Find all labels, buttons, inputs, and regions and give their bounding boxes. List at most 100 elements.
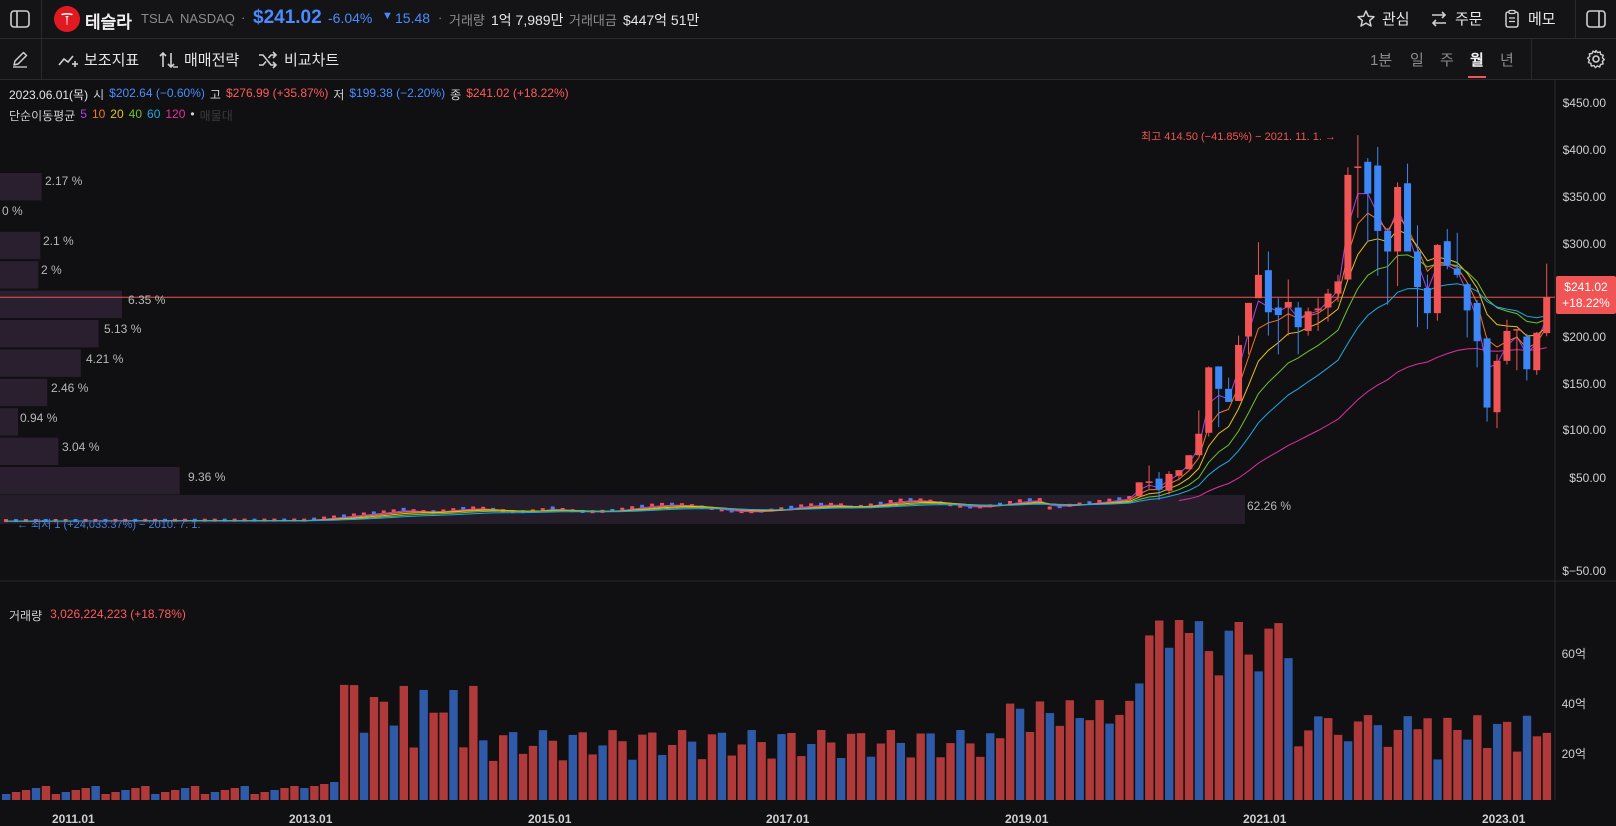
volume-bar (1423, 718, 1432, 800)
volume-bar (1075, 718, 1084, 800)
volume-bar (479, 740, 488, 800)
volume-bar (538, 730, 548, 800)
candle (4, 519, 8, 523)
volume-bar (359, 732, 369, 800)
volume-profile-bar (0, 349, 81, 377)
volume-bar (1343, 741, 1353, 800)
candle (1394, 187, 1402, 252)
candle (829, 502, 834, 506)
candle (481, 506, 486, 510)
volume-bar (1373, 725, 1383, 800)
memo-label: 메모 (1528, 11, 1556, 28)
candle (1264, 270, 1272, 313)
volume-bar (41, 786, 51, 800)
compare-button[interactable]: 비교차트 (258, 49, 339, 70)
change-percent: -6.04% (328, 10, 373, 26)
candle (63, 518, 68, 522)
watchlist-button[interactable]: 관심 (1356, 8, 1410, 29)
time-axis-label: 2021.01 (1243, 812, 1287, 826)
volume-bar (737, 744, 746, 800)
volume-axis-label: 60억 (1561, 647, 1586, 661)
volume-bar (71, 790, 80, 800)
memo-button[interactable]: 메모 (1502, 8, 1556, 29)
volume-profile-label: 2.46 % (51, 381, 89, 395)
candle (322, 516, 327, 520)
candle (650, 503, 655, 507)
period-tab-month[interactable]: 월 (1470, 52, 1484, 69)
time-axis-label: 2013.01 (289, 812, 333, 826)
volume-bar (111, 792, 120, 800)
period-tab-week[interactable]: 주 (1440, 52, 1454, 69)
candle (1235, 344, 1243, 402)
pencil-draw-icon[interactable] (8, 48, 32, 70)
volume-value: 1억 7,989만 (491, 12, 564, 28)
volume-bar (1403, 716, 1412, 800)
volume-bar (648, 732, 657, 800)
candle (1423, 287, 1431, 314)
candle (1007, 500, 1012, 504)
volume-bar (976, 756, 985, 800)
volume-bar (489, 760, 498, 800)
price-axis-label: $450.00 (1562, 96, 1606, 110)
candle (1364, 161, 1372, 194)
candle (1135, 482, 1143, 497)
volume-bar (339, 684, 349, 800)
volume-bar (1234, 622, 1243, 800)
time-axis-label: 2019.01 (1005, 812, 1049, 826)
settings-gear-icon[interactable] (1584, 48, 1608, 70)
period-tab-year[interactable]: 년 (1500, 52, 1514, 69)
volume-profile-label: 0 % (2, 204, 23, 218)
ma-legend[interactable]: 단순이동평균 5 10 20 40 60 120 • 매물대 (9, 107, 233, 124)
candle (1493, 360, 1501, 413)
open-label: 시 (93, 88, 105, 102)
indicator-label: 보조지표 (84, 52, 140, 69)
watchlist-label: 관심 (1382, 11, 1410, 28)
swap-arrows-icon (1431, 10, 1447, 27)
volume-bar (389, 725, 399, 800)
change-amount: 15.48 (395, 10, 431, 26)
volume-bar (1304, 730, 1313, 800)
candle (1127, 496, 1132, 500)
candle (1145, 481, 1153, 483)
volume-bar (101, 794, 110, 800)
order-button[interactable]: 주문 (1429, 8, 1483, 29)
volume-bar (1512, 751, 1522, 800)
volume-bar (1184, 632, 1194, 800)
divider (41, 39, 42, 79)
volume-bar (379, 701, 389, 800)
volume-bar (807, 744, 816, 800)
chart-canvas[interactable] (0, 80, 1616, 826)
volume-bar (1125, 700, 1134, 800)
separator-dot: • (190, 107, 195, 121)
candle (1294, 307, 1302, 328)
volume-bar (966, 743, 975, 800)
candle (640, 504, 645, 508)
volume-panel-label: 거래량 (9, 609, 43, 623)
candle (73, 518, 78, 522)
candle (888, 499, 893, 503)
candle (1314, 308, 1322, 311)
volume-bar (1453, 730, 1462, 800)
strategy-label: 매매전략 (184, 52, 240, 69)
candle (918, 498, 923, 502)
period-tab-1min[interactable]: 1분 (1370, 52, 1393, 69)
right-panel-toggle-icon[interactable] (1584, 8, 1608, 30)
indicator-button[interactable]: 보조지표 (58, 49, 139, 70)
volume-bar (31, 788, 41, 800)
volume-profile-label: 2.17 % (45, 174, 83, 188)
candle (1245, 302, 1252, 337)
period-tab-day[interactable]: 일 (1410, 52, 1424, 69)
strategy-button[interactable]: 매매전략 (158, 49, 239, 70)
candle (441, 509, 446, 513)
volume-bar (1463, 739, 1472, 800)
volume-bar (1214, 675, 1224, 800)
volume-bar (81, 788, 90, 800)
sidebar-toggle-icon[interactable] (8, 8, 32, 30)
candle (998, 502, 1002, 506)
volume-bar (1433, 759, 1442, 800)
order-label: 주문 (1455, 11, 1483, 28)
volume-bar (946, 743, 955, 800)
candle (669, 502, 674, 506)
price-axis-label: $300.00 (1562, 237, 1606, 251)
volume-bar (280, 788, 289, 800)
